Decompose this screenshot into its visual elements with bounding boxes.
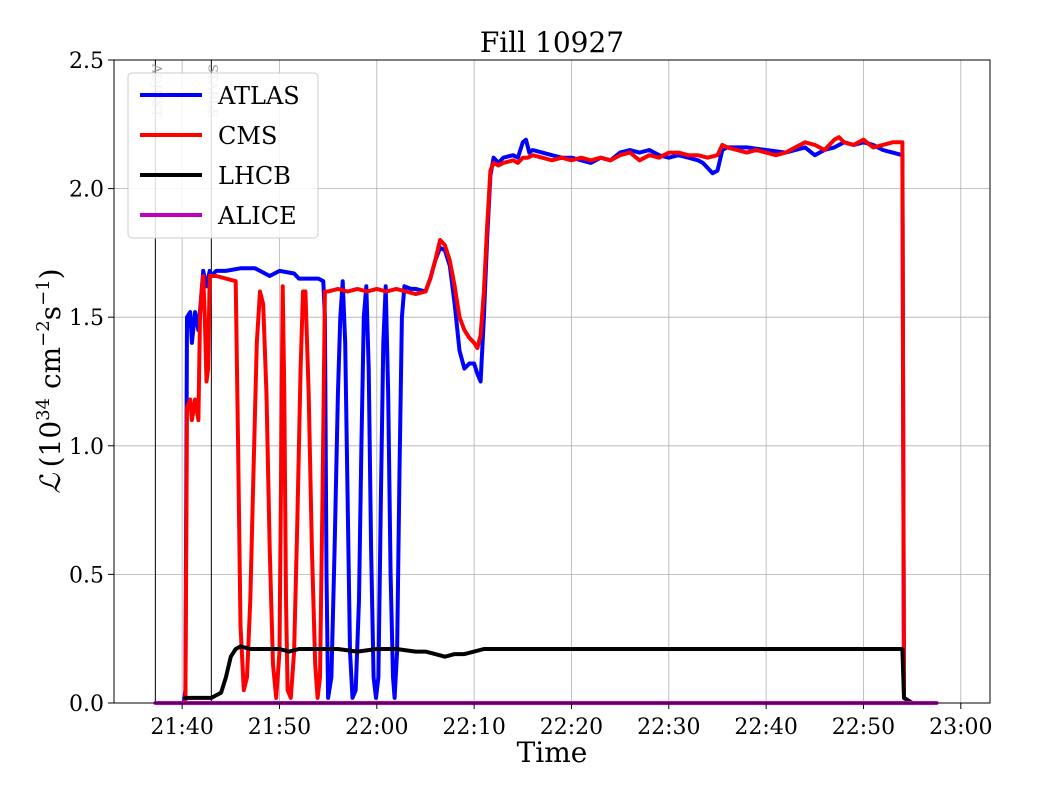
x-axis-label: Time	[517, 736, 588, 769]
x-tick-label: 21:50	[248, 715, 311, 740]
y-axis-exp2: −2	[33, 320, 54, 347]
y-tick-label: 1.5	[69, 306, 104, 331]
legend-label: ATLAS	[217, 82, 300, 110]
legend-label: LHCB	[218, 162, 291, 190]
y-axis-unit2: s	[34, 306, 67, 320]
y-tick-label: 2.5	[69, 49, 104, 74]
y-axis-label: ℒ (1034 cm−2s−1)	[33, 268, 67, 493]
x-tick-label: 22:10	[442, 715, 505, 740]
y-tick-label: 1.0	[69, 435, 104, 460]
x-tick-label: 22:40	[734, 715, 797, 740]
y-axis-open: (10	[34, 421, 67, 468]
legend-label: ALICE	[217, 202, 297, 230]
legend-box	[127, 72, 319, 239]
y-axis-unit1: cm	[34, 347, 67, 398]
x-ticks: 21:40 21:50 22:00 22:10 22:20 22:30 22:40 22:50…	[150, 703, 993, 740]
plot-frame	[113, 59, 991, 704]
series-line-lhcb	[183, 644, 915, 705]
series-line-cms	[183, 135, 906, 705]
chart-title: Fill 10927	[480, 26, 624, 59]
legend-label: CMS	[218, 122, 277, 150]
x-tick-label: 22:00	[345, 715, 408, 740]
x-tick-label: 21:40	[150, 715, 213, 740]
y-ticks: 0.0 0.5 1.0 1.5 2.0 2.5	[69, 49, 114, 717]
grid	[114, 59, 990, 704]
x-tick-label: 22:30	[637, 715, 700, 740]
y-axis-symbol: ℒ	[34, 473, 67, 494]
y-tick-label: 0.5	[69, 563, 104, 588]
legend: ATLAS CMS LHCB ALICE	[127, 72, 319, 239]
y-tick-label: 2.0	[69, 178, 104, 203]
y-tick-label: 0.0	[69, 692, 104, 717]
y-axis-exp3: −1	[33, 279, 54, 306]
y-axis-exp1: 34	[33, 398, 54, 421]
x-tick-label: 22:50	[832, 715, 895, 740]
y-axis-close: )	[34, 268, 67, 279]
x-tick-label: 23:00	[929, 715, 992, 740]
x-tick-label: 22:20	[540, 715, 603, 740]
